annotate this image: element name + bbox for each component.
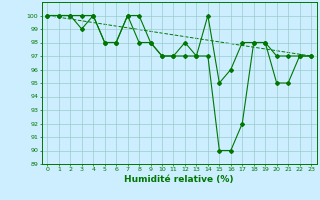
X-axis label: Humidité relative (%): Humidité relative (%) [124,175,234,184]
